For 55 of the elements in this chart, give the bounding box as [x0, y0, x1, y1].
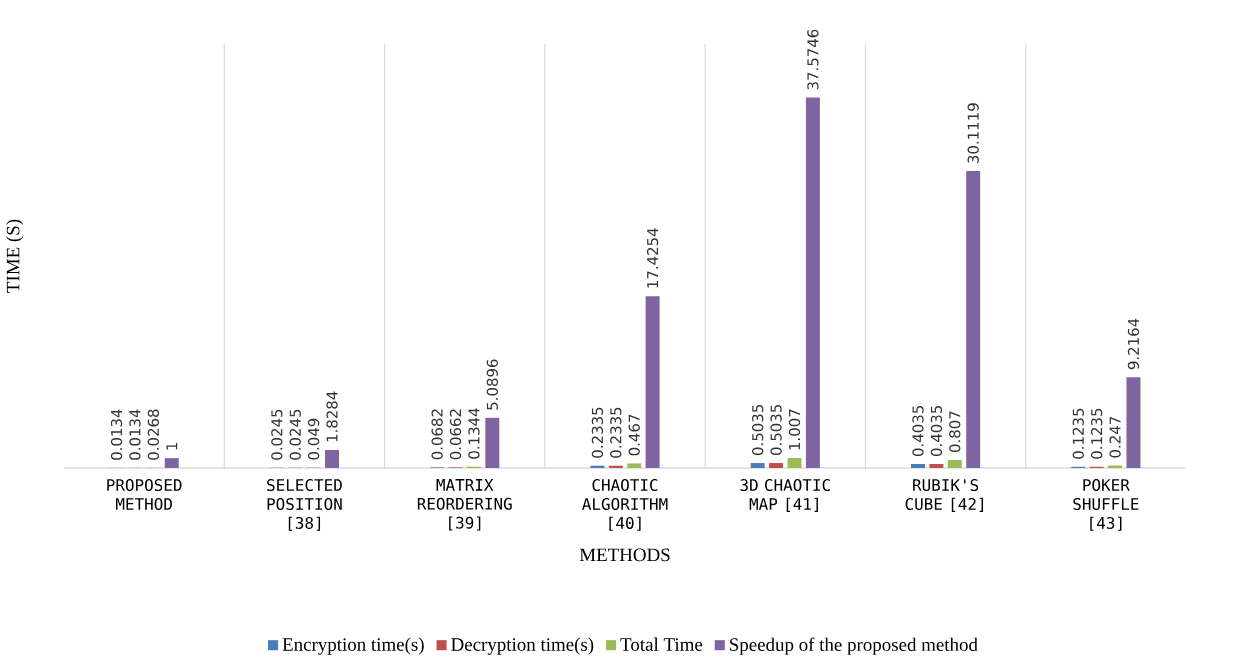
- data-label: 0.0245: [289, 409, 301, 460]
- data-label: 0.0134: [110, 409, 123, 460]
- legend-label: Speedup of the proposed method: [730, 637, 978, 655]
- bar: [645, 296, 660, 468]
- data-label: 1.8284: [326, 391, 338, 442]
- data-label: 0.1344: [468, 408, 480, 459]
- bar: [929, 464, 944, 468]
- x-axis-title: METHODS: [579, 548, 670, 562]
- bar: [485, 417, 500, 468]
- x-tick-label: RUBIK'S CUBE [42]: [905, 479, 984, 512]
- bar: [325, 449, 340, 468]
- data-label: 0.1235: [1072, 408, 1084, 459]
- legend-label: Total Time: [620, 637, 703, 651]
- data-label: 0.5035: [770, 405, 782, 455]
- bar: [769, 463, 784, 468]
- bar: [1126, 377, 1141, 468]
- data-label: 5.0896: [486, 359, 498, 410]
- legend-label: Decryption time(s): [451, 637, 594, 655]
- data-label: 0.5035: [752, 405, 764, 455]
- bar: [947, 460, 962, 468]
- data-label: 37.5746: [807, 29, 819, 90]
- data-label: 0.2335: [610, 407, 622, 458]
- data-label: 1.007: [788, 409, 801, 450]
- data-label: 0.4035: [912, 406, 924, 456]
- data-label: 17.4254: [646, 228, 659, 288]
- x-tick-label: POKER SHUFFLE [43]: [1073, 479, 1139, 531]
- bar: [750, 463, 765, 468]
- data-label: 0.0134: [129, 409, 141, 460]
- data-label: 0.1235: [1091, 408, 1103, 459]
- data-label: 0.0662: [449, 409, 462, 460]
- data-label: 1: [166, 442, 178, 450]
- legend-label: Encryption time(s): [282, 637, 424, 655]
- data-label: 0.0245: [271, 409, 283, 460]
- x-tick-label: 3D CHAOTIC MAP [41]: [740, 479, 830, 512]
- x-tick-label: PROPOSED METHOD: [107, 479, 182, 511]
- bar: [910, 464, 925, 468]
- bar: [787, 458, 802, 468]
- data-label: 0.0682: [431, 409, 443, 460]
- data-label: 9.2164: [1127, 318, 1140, 370]
- data-label: 0.4035: [930, 406, 943, 456]
- data-label: 0.2335: [591, 407, 604, 458]
- data-label: 0.247: [1109, 417, 1121, 458]
- x-tick-label: MATRIX REORDERING [39]: [417, 479, 512, 531]
- bar: [164, 458, 179, 468]
- data-label: 0.807: [949, 411, 961, 452]
- data-label: 0.0268: [147, 409, 159, 460]
- bar: [966, 171, 981, 468]
- data-label: 0.467: [628, 414, 640, 456]
- data-label: 0.049: [307, 418, 320, 460]
- x-tick-label: SELECTED POSITION [38]: [267, 479, 342, 531]
- bar: [805, 97, 820, 468]
- data-label: 30.1119: [967, 103, 979, 163]
- bar: [627, 463, 642, 468]
- y-axis-title: TIME (S): [6, 219, 24, 293]
- x-tick-label: CHAOTIC ALGORITHM [40]: [582, 479, 668, 531]
